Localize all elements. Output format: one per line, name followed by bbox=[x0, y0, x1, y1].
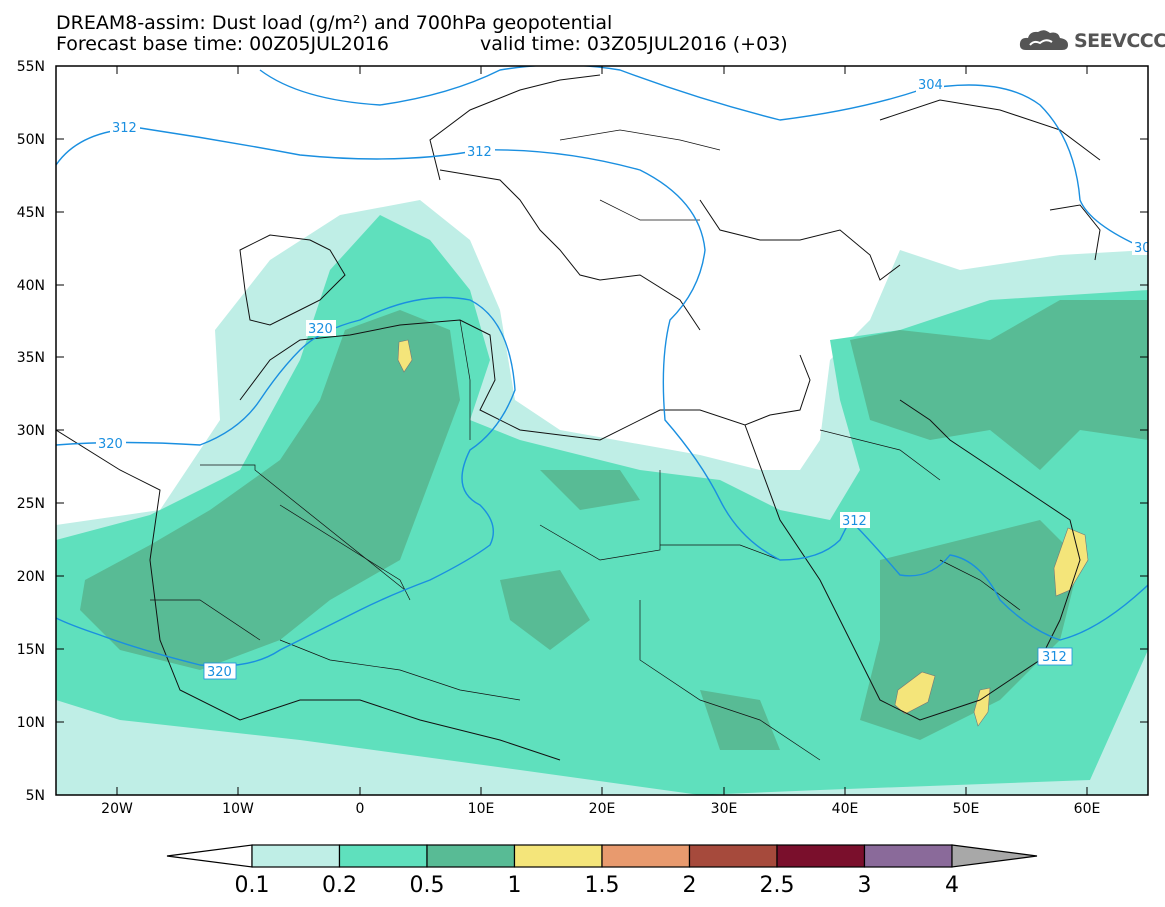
contour-label: 320 bbox=[98, 437, 123, 452]
colorbar-label: 1.5 bbox=[585, 873, 620, 898]
map-area: 304 312 312 320 320 320 312 312 30 bbox=[56, 66, 1151, 795]
lon-axis: 20W 10W 0 10E 20E 30E 40E 50E 60E bbox=[101, 66, 1100, 817]
contour-label: 304 bbox=[918, 78, 943, 93]
dust-region-yellow bbox=[894, 671, 936, 715]
colorbar-segment bbox=[513, 844, 603, 868]
colorbar-label: 2.5 bbox=[760, 873, 795, 898]
colorbar-segment bbox=[776, 844, 866, 868]
country-borders bbox=[150, 129, 1021, 761]
dust-region-yellow bbox=[973, 687, 991, 727]
dust-region-dark bbox=[500, 570, 590, 650]
logo-text: SEEVCCC bbox=[1074, 30, 1165, 52]
colorbar-arrow-low bbox=[166, 844, 253, 868]
contour-label: 312 bbox=[842, 514, 867, 529]
colorbar-segment bbox=[688, 844, 778, 868]
lon-tick-label: 20W bbox=[101, 801, 133, 817]
colorbar-segment bbox=[863, 844, 953, 868]
coastlines bbox=[56, 74, 1101, 761]
colorbar-label: 4 bbox=[945, 873, 959, 898]
lon-tick-label: 50E bbox=[953, 801, 980, 817]
contour-label: 30 bbox=[1134, 241, 1151, 256]
dust-region-dark bbox=[80, 310, 460, 670]
map-title: DREAM8-assim: Dust load (g/m²) and 700hP… bbox=[56, 12, 613, 34]
dust-region-dark bbox=[700, 690, 780, 750]
lat-tick-label: 45N bbox=[17, 205, 45, 221]
colorbar-label: 1 bbox=[508, 873, 522, 898]
contour-label: 312 bbox=[1042, 650, 1067, 665]
lat-tick-label: 25N bbox=[17, 496, 45, 512]
colorbar-label: 2 bbox=[683, 873, 697, 898]
colorbar-label: 0.2 bbox=[322, 873, 357, 898]
lat-tick-label: 30N bbox=[17, 423, 45, 439]
lat-tick-label: 5N bbox=[26, 788, 45, 804]
colorbar-label: 0.5 bbox=[410, 873, 445, 898]
lon-tick-label: 60E bbox=[1074, 801, 1101, 817]
seevccc-logo: SEEVCCC bbox=[1018, 28, 1165, 54]
colorbar-segment bbox=[338, 844, 428, 868]
lon-tick-label: 10E bbox=[468, 801, 495, 817]
contour-label: 320 bbox=[207, 665, 232, 680]
colorbar-segment bbox=[251, 844, 341, 868]
lat-tick-label: 10N bbox=[17, 715, 45, 731]
contour-label: 320 bbox=[308, 322, 333, 337]
dust-region-dark bbox=[850, 300, 1148, 470]
lat-tick-label: 55N bbox=[17, 59, 45, 75]
colorbar-segment bbox=[426, 844, 516, 868]
cloud-icon bbox=[1019, 30, 1068, 50]
colorbar-label: 3 bbox=[858, 873, 872, 898]
lon-tick-label: 30E bbox=[711, 801, 738, 817]
colorbar: 0.1 0.2 0.5 1 1.5 2 2.5 3 4 bbox=[166, 844, 1038, 898]
dust-region-yellow bbox=[397, 339, 413, 373]
lat-tick-label: 15N bbox=[17, 642, 45, 658]
valid-time: valid time: 03Z05JUL2016 (+03) bbox=[480, 33, 788, 55]
contour-label: 312 bbox=[112, 121, 137, 136]
lon-tick-label: 0 bbox=[356, 801, 365, 817]
lat-tick-label: 35N bbox=[17, 350, 45, 366]
dust-region-dark bbox=[540, 470, 640, 510]
geopotential-contours bbox=[56, 66, 1148, 667]
colorbar-segment bbox=[601, 844, 691, 868]
lon-tick-label: 40E bbox=[832, 801, 859, 817]
lon-tick-label: 20E bbox=[589, 801, 616, 817]
lat-axis: 55N 50N 45N 40N 35N 30N 25N 20N 15N 10N … bbox=[17, 59, 1148, 804]
colorbar-label: 0.1 bbox=[235, 873, 270, 898]
colorbar-arrow-high bbox=[951, 844, 1038, 868]
lat-tick-label: 50N bbox=[17, 132, 45, 148]
forecast-base-time: Forecast base time: 00Z05JUL2016 bbox=[56, 33, 389, 55]
lon-tick-label: 10W bbox=[222, 801, 254, 817]
lat-tick-label: 40N bbox=[17, 278, 45, 294]
contour-label: 312 bbox=[467, 145, 492, 160]
lat-tick-label: 20N bbox=[17, 569, 45, 585]
contour-label-group: 304 312 312 320 320 320 312 312 30 bbox=[96, 76, 1151, 680]
